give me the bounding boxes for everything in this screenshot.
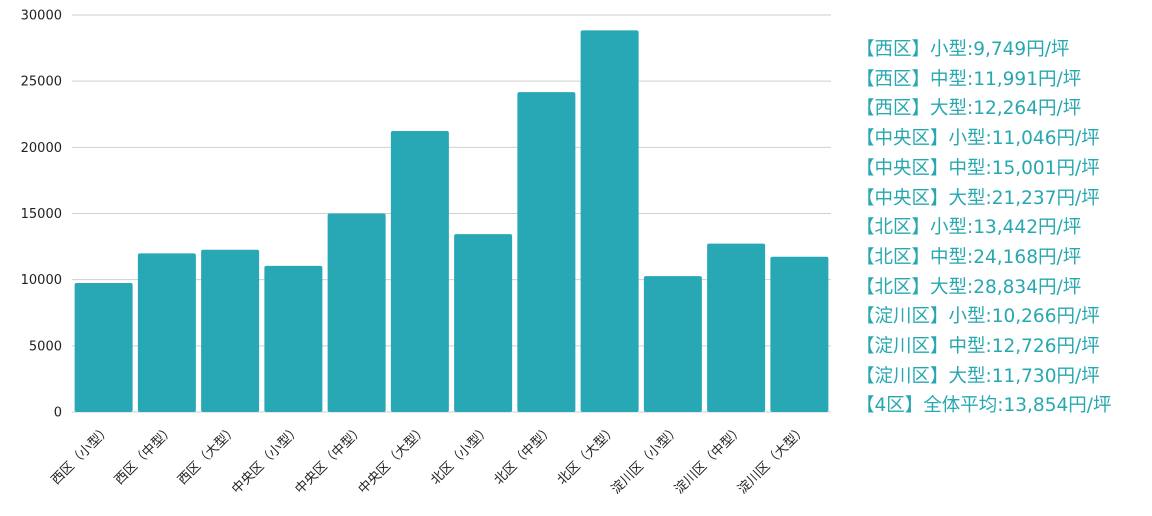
x-category-label: 北区（大型） bbox=[555, 422, 621, 488]
bar bbox=[264, 265, 323, 412]
y-tick-label: 20000 bbox=[21, 141, 62, 156]
price-annotation-line: 【4区】全体平均:13,854円/坪 bbox=[856, 395, 1112, 417]
price-annotation-line: 【淀川区】大型:11,730円/坪 bbox=[856, 365, 1100, 387]
bar bbox=[327, 213, 386, 412]
bar bbox=[770, 256, 829, 412]
y-axis-tick-labels: 0 5000 10000 15000 20000 25000 30000 bbox=[21, 9, 62, 421]
price-annotation-line: 【西区】中型:11,991円/坪 bbox=[856, 68, 1082, 90]
x-category-label: 西区（大型） bbox=[175, 422, 241, 488]
x-category-label: 淀川区（大型） bbox=[735, 422, 810, 497]
bar bbox=[390, 130, 449, 413]
y-tick-label: 30000 bbox=[21, 9, 62, 24]
y-tick-label: 10000 bbox=[21, 273, 62, 288]
price-annotation-line: 【淀川区】中型:12,726円/坪 bbox=[856, 336, 1100, 358]
x-category-label: 西区（小型） bbox=[49, 422, 115, 488]
x-category-label: 西区（中型） bbox=[112, 422, 178, 488]
x-category-label: 北区（中型） bbox=[491, 422, 557, 488]
y-tick-label: 5000 bbox=[29, 339, 62, 354]
bar bbox=[74, 282, 133, 412]
x-axis-category-labels: 西区（小型）西区（中型）西区（大型）中央区（小型）中央区（中型）中央区（大型）北… bbox=[49, 422, 811, 497]
x-category-label: 北区（小型） bbox=[428, 422, 494, 488]
price-annotation-line: 【中央区】中型:15,001円/坪 bbox=[856, 157, 1100, 179]
y-tick-label: 0 bbox=[54, 406, 62, 421]
bar bbox=[580, 30, 639, 413]
gridlines bbox=[72, 14, 831, 413]
price-annotation-line: 【淀川区】小型:10,266円/坪 bbox=[856, 306, 1100, 328]
price-annotation-line: 【西区】小型:9,749円/坪 bbox=[856, 39, 1070, 60]
bar bbox=[517, 92, 576, 412]
bar bbox=[137, 253, 196, 412]
y-tick-label: 25000 bbox=[21, 75, 62, 90]
price-annotation-line: 【中央区】小型:11,046円/坪 bbox=[856, 128, 1100, 150]
y-tick-label: 15000 bbox=[21, 207, 62, 222]
price-annotation-line: 【中央区】大型:21,237円/坪 bbox=[856, 187, 1100, 209]
price-annotation-line: 【北区】小型:13,442円/坪 bbox=[856, 217, 1082, 239]
price-annotation-panel: 【西区】小型:9,749円/坪 【西区】中型:11,991円/坪 【西区】大型:12… bbox=[856, 35, 1148, 421]
x-category-label: 中央区（大型） bbox=[356, 422, 431, 497]
price-annotation-line: 【北区】中型:24,168円/坪 bbox=[856, 246, 1082, 268]
price-annotation-line: 【北区】大型:28,834円/坪 bbox=[856, 276, 1082, 298]
price-annotation-line: 【西区】大型:12,264円/坪 bbox=[856, 98, 1082, 120]
bar bbox=[707, 243, 766, 412]
bar bbox=[454, 234, 513, 412]
bar bbox=[201, 249, 260, 412]
bars bbox=[74, 30, 829, 413]
bar bbox=[643, 276, 702, 412]
